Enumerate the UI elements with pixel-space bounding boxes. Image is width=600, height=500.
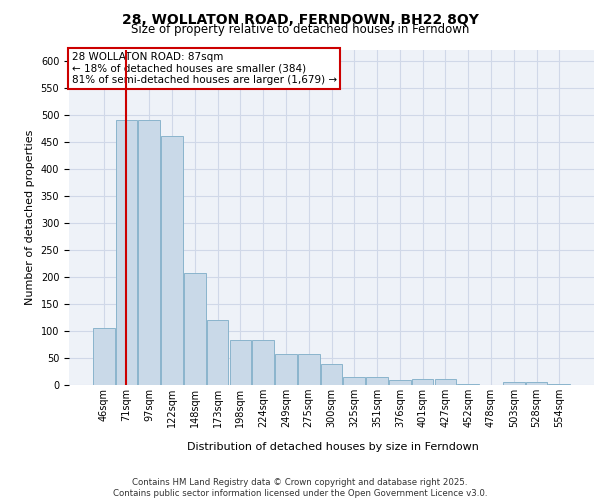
Bar [343, 378, 365, 385]
Bar [457, 384, 479, 385]
Bar [503, 382, 524, 385]
Bar [366, 378, 388, 385]
Bar [389, 380, 410, 385]
Bar [548, 384, 570, 385]
Bar [253, 340, 274, 385]
Bar [320, 364, 343, 385]
Bar [275, 354, 297, 385]
Bar [116, 120, 137, 385]
Bar [93, 328, 115, 385]
Text: Size of property relative to detached houses in Ferndown: Size of property relative to detached ho… [131, 24, 469, 36]
Bar [434, 379, 456, 385]
Y-axis label: Number of detached properties: Number of detached properties [25, 130, 35, 305]
Bar [526, 382, 547, 385]
Text: 28 WOLLATON ROAD: 87sqm
← 18% of detached houses are smaller (384)
81% of semi-d: 28 WOLLATON ROAD: 87sqm ← 18% of detache… [71, 52, 337, 85]
Text: Contains HM Land Registry data © Crown copyright and database right 2025.
Contai: Contains HM Land Registry data © Crown c… [113, 478, 487, 498]
Text: 28, WOLLATON ROAD, FERNDOWN, BH22 8QY: 28, WOLLATON ROAD, FERNDOWN, BH22 8QY [122, 12, 478, 26]
Bar [184, 273, 206, 385]
Bar [161, 136, 183, 385]
Bar [230, 340, 251, 385]
Text: Distribution of detached houses by size in Ferndown: Distribution of detached houses by size … [187, 442, 479, 452]
Bar [139, 120, 160, 385]
Bar [412, 379, 433, 385]
Bar [207, 320, 229, 385]
Bar [298, 354, 320, 385]
